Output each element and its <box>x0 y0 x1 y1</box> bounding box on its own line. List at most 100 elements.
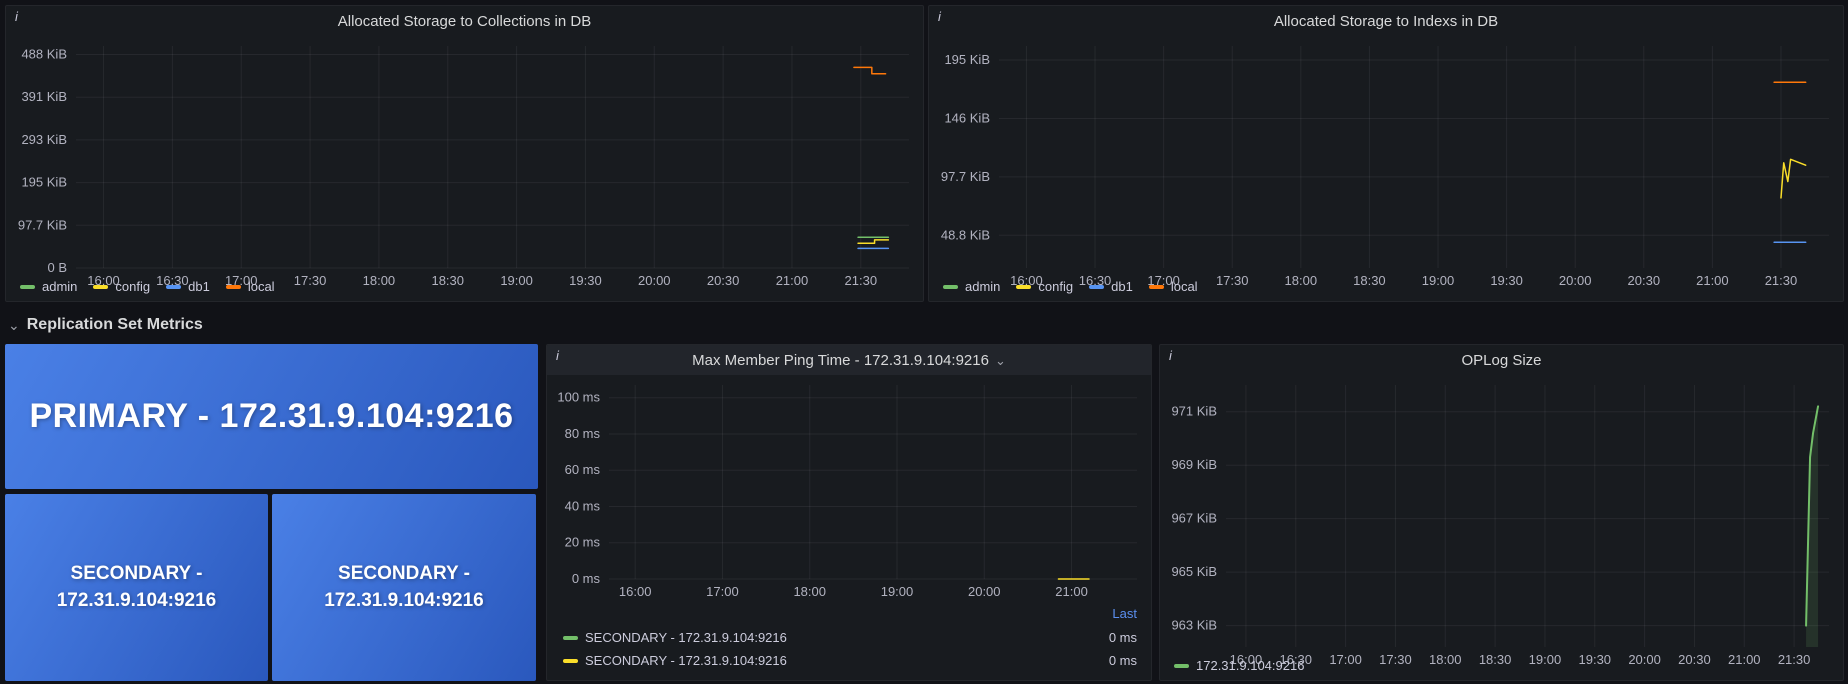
svg-text:20:30: 20:30 <box>1628 273 1661 288</box>
collections-chart[interactable]: 16:00 16:30 17:00 17:30 18:00 18:30 19:00 19:30… <box>6 36 923 288</box>
svg-text:20:30: 20:30 <box>1678 652 1711 667</box>
svg-text:17:00: 17:00 <box>706 584 739 599</box>
legend-swatch <box>20 284 35 289</box>
svg-text:19:00: 19:00 <box>1529 652 1562 667</box>
info-icon[interactable]: i <box>938 9 941 24</box>
panel-title-text: Allocated Storage to Indexs in DB <box>1273 12 1499 30</box>
svg-text:16:00: 16:00 <box>1230 652 1263 667</box>
stat-panel-secondary-2: SECONDARY - 172.31.9.104:9216 <box>272 494 536 681</box>
legend-row[interactable]: SECONDARY - 172.31.9.104:9216 0 ms <box>561 626 1139 649</box>
panel-title-indexes[interactable]: Allocated Storage to Indexs in DB <box>929 6 1843 36</box>
panel-title-text: Max Member Ping Time - 172.31.9.104:9216 <box>692 351 989 369</box>
legend-label: admin <box>965 279 1001 294</box>
svg-text:16:00: 16:00 <box>619 584 652 599</box>
legend-item[interactable]: local <box>1148 279 1198 294</box>
svg-text:40 ms: 40 ms <box>565 498 601 513</box>
legend-label: 172.31.9.104:9216 <box>1196 658 1305 673</box>
svg-text:17:30: 17:30 <box>1216 273 1249 288</box>
svg-text:965 KiB: 965 KiB <box>1171 564 1217 579</box>
svg-text:20:00: 20:00 <box>1559 273 1592 288</box>
svg-text:97.7 KiB: 97.7 KiB <box>941 169 990 184</box>
oplog-legend: 172.31.9.104:9216 <box>1160 656 1843 680</box>
row-replication-set-metrics[interactable]: ⌄ Replication Set Metrics <box>8 312 203 338</box>
legend-item[interactable]: db1 <box>1089 279 1133 294</box>
svg-text:21:00: 21:00 <box>1696 273 1729 288</box>
legend-swatch <box>563 658 578 663</box>
svg-text:48.8 KiB: 48.8 KiB <box>941 227 990 242</box>
svg-text:18:30: 18:30 <box>1353 273 1386 288</box>
svg-text:17:00: 17:00 <box>225 273 258 288</box>
ping-chart[interactable]: 16:00 17:00 18:00 19:00 20:00 21:00 0 ms 20 ms 4… <box>547 375 1151 603</box>
legend-series-name: SECONDARY - 172.31.9.104:9216 <box>585 653 787 668</box>
svg-text:146 KiB: 146 KiB <box>944 110 990 125</box>
svg-text:97.7 KiB: 97.7 KiB <box>18 217 67 232</box>
legend-item[interactable]: admin <box>943 279 1000 294</box>
svg-text:16:00: 16:00 <box>87 273 120 288</box>
legend-item[interactable]: 172.31.9.104:9216 <box>1174 658 1304 673</box>
panel-max-member-ping-time: i Max Member Ping Time - 172.31.9.104:92… <box>546 344 1152 681</box>
legend-label: local <box>247 279 275 294</box>
legend-swatch <box>1016 284 1032 289</box>
info-icon[interactable]: i <box>556 348 559 363</box>
collections-legend: admin config db1 local <box>6 277 923 301</box>
svg-text:969 KiB: 969 KiB <box>1171 457 1217 472</box>
ping-legend-table: Last SECONDARY - 172.31.9.104:9216 0 ms … <box>547 603 1151 680</box>
legend-last-column-header[interactable]: Last <box>1112 606 1137 621</box>
svg-text:18:00: 18:00 <box>1285 273 1318 288</box>
legend-series-name: SECONDARY - 172.31.9.104:9216 <box>585 630 787 645</box>
svg-text:21:00: 21:00 <box>1055 584 1088 599</box>
svg-text:17:00: 17:00 <box>1147 273 1180 288</box>
legend-swatch <box>563 635 578 640</box>
indexes-legend: admin config db1 local <box>929 277 1843 301</box>
svg-text:21:30: 21:30 <box>845 273 878 288</box>
info-icon[interactable]: i <box>1169 348 1172 363</box>
legend-item[interactable]: db1 <box>166 279 210 294</box>
svg-text:20:00: 20:00 <box>1628 652 1661 667</box>
legend-label: db1 <box>188 279 210 294</box>
svg-text:80 ms: 80 ms <box>565 426 601 441</box>
legend-item[interactable]: config <box>93 279 150 294</box>
indexes-chart[interactable]: 16:00 16:30 17:00 17:30 18:00 18:30 19:00 19:30… <box>929 36 1843 288</box>
panel-title-oplog[interactable]: OPLog Size <box>1160 345 1843 375</box>
svg-text:971 KiB: 971 KiB <box>1171 404 1217 419</box>
legend-item[interactable]: admin <box>20 279 77 294</box>
svg-text:19:30: 19:30 <box>1579 652 1612 667</box>
svg-text:195 KiB: 195 KiB <box>944 52 990 67</box>
svg-text:21:30: 21:30 <box>1765 273 1798 288</box>
chevron-down-icon: ⌄ <box>8 316 20 333</box>
legend-swatch <box>93 284 109 289</box>
legend-item[interactable]: local <box>225 279 275 294</box>
oplog-chart[interactable]: 16:00 16:30 17:00 17:30 18:00 18:30 19:00 19:30… <box>1160 375 1843 667</box>
stat-panel-primary: PRIMARY - 172.31.9.104:9216 <box>5 344 538 489</box>
svg-text:963 KiB: 963 KiB <box>1171 618 1217 633</box>
legend-item[interactable]: config <box>1016 279 1073 294</box>
legend-label: db1 <box>1111 279 1133 294</box>
svg-text:19:00: 19:00 <box>1422 273 1455 288</box>
legend-swatch <box>943 284 958 289</box>
panel-title-ping[interactable]: Max Member Ping Time - 172.31.9.104:9216… <box>547 345 1151 375</box>
svg-text:18:00: 18:00 <box>1429 652 1462 667</box>
svg-text:100 ms: 100 ms <box>557 390 600 405</box>
svg-text:20:00: 20:00 <box>638 273 671 288</box>
legend-label: local <box>1170 279 1198 294</box>
svg-text:17:30: 17:30 <box>1379 652 1412 667</box>
svg-text:21:30: 21:30 <box>1778 652 1811 667</box>
panel-title-collections[interactable]: Allocated Storage to Collections in DB <box>6 6 923 36</box>
info-icon[interactable]: i <box>15 9 18 24</box>
legend-label: admin <box>42 279 78 294</box>
svg-text:20:00: 20:00 <box>968 584 1001 599</box>
legend-swatch <box>166 284 182 289</box>
legend-swatch <box>225 284 241 289</box>
svg-text:19:30: 19:30 <box>1490 273 1523 288</box>
panel-oplog-size: i OPLog Size 16:00 16:30 17:00 17:30 18:00 18… <box>1159 344 1844 681</box>
svg-text:195 KiB: 195 KiB <box>21 175 67 190</box>
legend-row[interactable]: SECONDARY - 172.31.9.104:9216 0 ms <box>561 649 1139 672</box>
stat-panel-secondary-1: SECONDARY - 172.31.9.104:9216 <box>5 494 268 681</box>
stat-secondary-text: SECONDARY - 172.31.9.104:9216 <box>56 562 217 611</box>
svg-text:19:30: 19:30 <box>569 273 602 288</box>
legend-last-value: 0 ms <box>1108 630 1137 645</box>
svg-text:17:00: 17:00 <box>1329 652 1362 667</box>
svg-text:19:00: 19:00 <box>500 273 533 288</box>
svg-text:18:00: 18:00 <box>793 584 826 599</box>
svg-text:19:00: 19:00 <box>881 584 914 599</box>
